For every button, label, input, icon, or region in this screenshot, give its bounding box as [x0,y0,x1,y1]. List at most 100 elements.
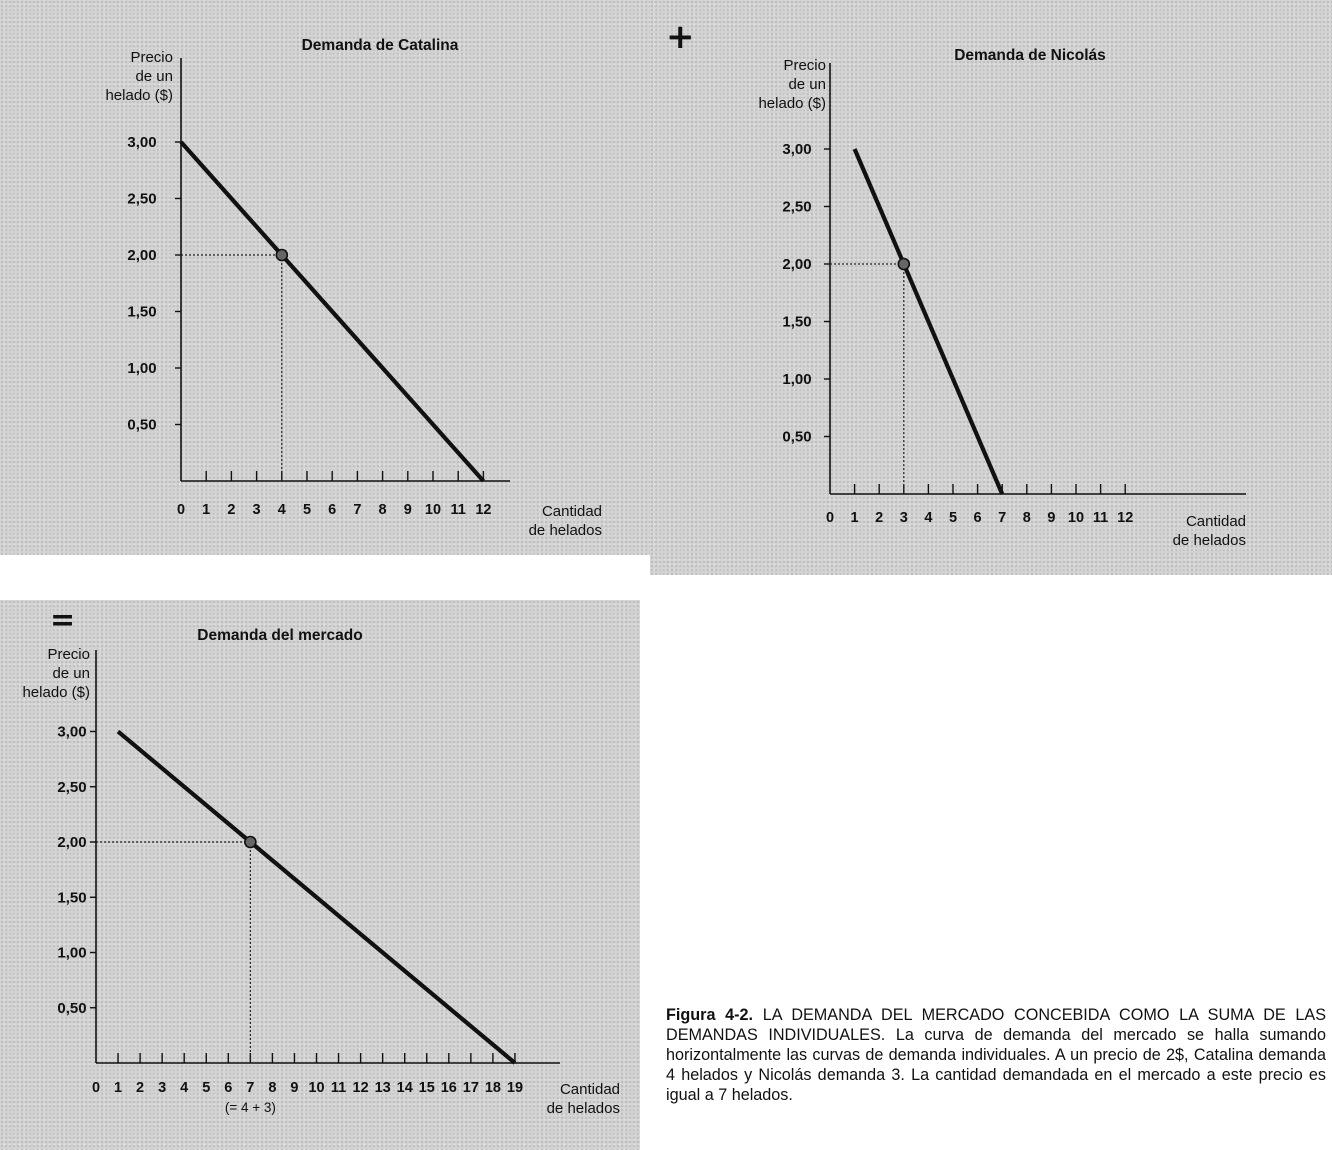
sum-annotation: (= 4 + 3) [225,1100,276,1115]
x-tick-label: 4 [278,502,286,518]
y-axis-label: de un [788,76,826,93]
y-tick-label: 3,00 [782,141,811,158]
y-axis-label: helado ($) [105,87,173,104]
y-tick-label: 1,00 [782,371,811,388]
chart-panel-nicolas [650,0,1332,575]
x-tick-label: 8 [379,502,387,518]
equals-sign: = [50,603,76,638]
x-tick-label: 7 [998,510,1006,526]
x-tick-label: 5 [202,1080,210,1096]
figure-caption-text: LA DEMANDA DEL MERCADO CONCEBIDA COMO LA… [666,1006,1326,1104]
x-tick-label: 11 [1093,510,1108,526]
x-tick-label: 9 [404,502,412,518]
y-axis-label: Precio [47,646,90,663]
x-axis-label: Cantidad [542,503,602,520]
chart-panel-catalina [0,0,650,555]
y-axis-label: helado ($) [22,684,90,701]
y-tick-label: 2,50 [127,191,156,208]
x-tick-label: 13 [375,1080,391,1096]
x-tick-label: 0 [826,510,834,526]
x-tick-label: 11 [451,502,466,518]
y-tick-label: 2,50 [782,199,811,216]
chart-panel-market [0,600,640,1150]
x-tick-label: 0 [92,1080,100,1096]
x-axis-label: Cantidad [1186,513,1246,530]
x-tick-label: 10 [1068,510,1084,526]
x-tick-label: 1 [114,1080,122,1096]
x-tick-label: 9 [290,1080,298,1096]
y-tick-label: 2,00 [57,834,86,851]
y-tick-label: 1,50 [127,304,156,321]
x-tick-label: 9 [1047,510,1055,526]
demand-line [116,729,517,1065]
x-tick-label: 3 [158,1080,166,1096]
y-tick-label: 3,00 [127,134,156,151]
y-axis-label: Precio [130,49,173,66]
x-tick-label: 10 [425,502,441,518]
y-tick-label: 1,50 [782,314,811,331]
x-tick-label: 8 [1023,510,1031,526]
y-axis-label: Precio [783,57,826,74]
figure-label: Figura 4-2. [666,1006,754,1024]
y-tick-label: 2,50 [57,779,86,796]
x-tick-label: 18 [485,1080,501,1096]
x-tick-label: 1 [851,510,859,526]
x-axis-label: de helados [547,1100,620,1117]
x-tick-label: 19 [507,1080,523,1096]
demand-line [852,148,1005,495]
y-axis-label: helado ($) [758,95,826,112]
y-tick-label: 1,50 [57,889,86,906]
y-tick-label: 3,00 [57,724,86,741]
x-axis-label: de helados [529,522,602,539]
x-tick-label: 3 [900,510,908,526]
highlight-point [275,248,289,262]
x-tick-label: 17 [463,1080,479,1096]
chart-title: Demanda del mercado [197,627,362,644]
x-tick-label: 15 [419,1080,435,1096]
x-tick-label: 2 [227,502,235,518]
y-axis-label: de un [52,665,90,682]
x-tick-label: 4 [180,1080,188,1096]
chart-title: Demanda de Nicolás [954,47,1106,64]
y-tick-label: 2,00 [782,256,811,273]
x-axis-label: de helados [1173,532,1246,549]
highlight-point [244,835,257,849]
y-tick-label: 0,50 [127,417,156,434]
x-tick-label: 6 [328,502,336,518]
y-tick-label: 1,00 [127,360,156,377]
x-tick-label: 8 [268,1080,276,1096]
highlight-point [897,257,911,271]
x-tick-label: 4 [924,510,932,526]
x-tick-label: 6 [974,510,982,526]
x-tick-label: 6 [224,1080,232,1096]
demand-line [179,140,485,483]
x-tick-label: 2 [875,510,883,526]
x-tick-label: 5 [949,510,957,526]
y-tick-label: 0,50 [782,429,811,446]
x-tick-label: 7 [246,1080,254,1096]
chart-title: Demanda de Catalina [302,37,459,54]
y-tick-label: 0,50 [57,1000,86,1017]
figure-caption: Figura 4-2. LA DEMANDA DEL MERCADO CONCE… [666,1005,1326,1105]
plus-sign: + [666,17,695,57]
x-tick-label: 12 [1117,510,1133,526]
x-tick-label: 16 [441,1080,457,1096]
x-tick-label: 2 [136,1080,144,1096]
x-axis-label: Cantidad [560,1081,620,1098]
x-tick-label: 7 [353,502,361,518]
x-tick-label: 11 [331,1080,346,1096]
x-tick-label: 5 [303,502,311,518]
x-tick-label: 10 [308,1080,324,1096]
x-tick-label: 0 [177,502,185,518]
y-tick-label: 2,00 [127,247,156,264]
x-tick-label: 12 [475,502,491,518]
y-axis-label: de un [135,68,173,85]
x-tick-label: 1 [202,502,210,518]
x-tick-label: 14 [397,1080,413,1096]
x-tick-label: 3 [253,502,261,518]
y-tick-label: 1,00 [57,945,86,962]
x-tick-label: 12 [353,1080,369,1096]
